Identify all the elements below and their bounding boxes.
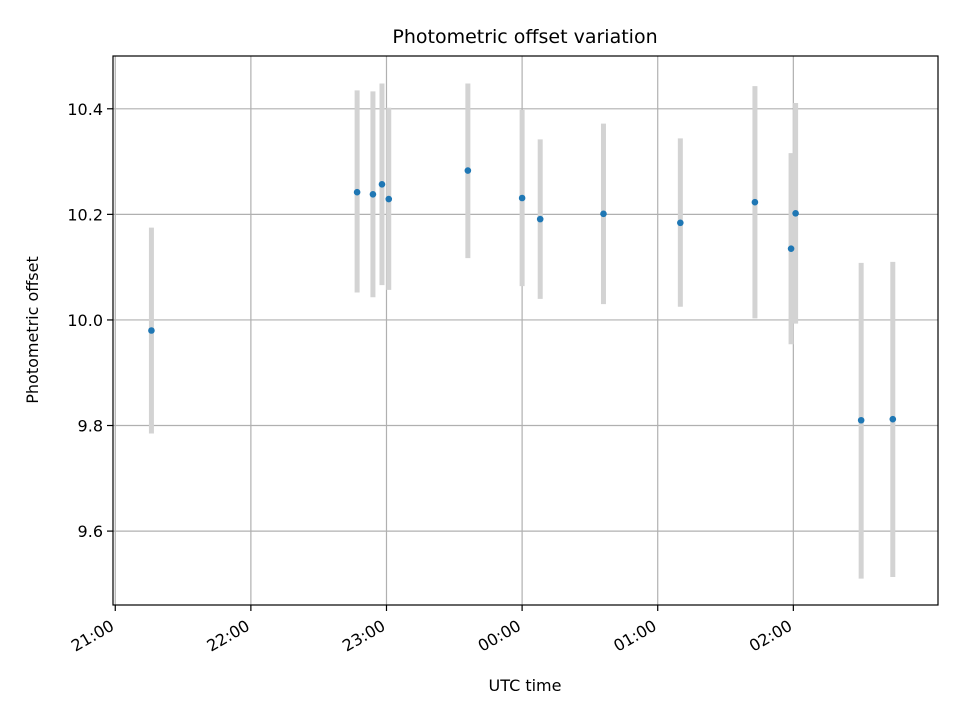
- data-point: [464, 167, 472, 174]
- data-point: [857, 416, 865, 424]
- data-point: [889, 415, 897, 423]
- data-point: [378, 180, 386, 188]
- data-point: [600, 210, 607, 218]
- data-point: [369, 191, 377, 198]
- y-axis-label: Photometric offset: [23, 256, 42, 404]
- data-point: [751, 198, 759, 206]
- y-tick-label: 10.4: [67, 100, 103, 119]
- data-points: [148, 167, 897, 424]
- y-axis-ticks: 9.6 9.8 10.0 10.2 10.4: [67, 100, 113, 541]
- y-tick-label: 10.2: [67, 205, 103, 224]
- data-point: [787, 245, 795, 252]
- data-point: [148, 327, 155, 334]
- chart-title: Photometric offset variation: [392, 26, 657, 48]
- data-point: [385, 195, 393, 203]
- data-point: [536, 215, 544, 223]
- y-tick-label: 10.0: [67, 311, 103, 330]
- data-point: [518, 194, 526, 202]
- y-tick-label: 9.8: [78, 417, 103, 436]
- data-point: [353, 188, 361, 196]
- data-point: [677, 219, 684, 227]
- x-axis-label: UTC time: [489, 676, 562, 695]
- data-point: [792, 210, 799, 217]
- plot-frame: [112, 55, 939, 606]
- y-tick-label: 9.6: [78, 522, 103, 541]
